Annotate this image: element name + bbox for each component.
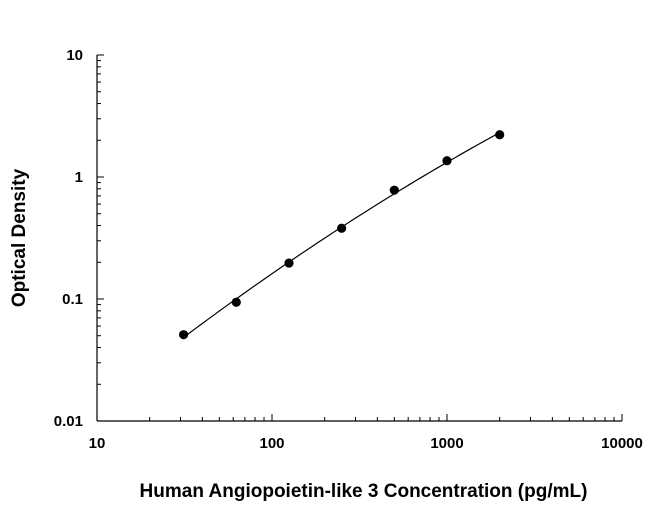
- data-point: [389, 185, 399, 195]
- axes: [96, 55, 622, 422]
- x-tick-label: 10: [89, 435, 106, 452]
- y-tick-label: 0.1: [62, 291, 83, 308]
- data-point: [442, 156, 452, 166]
- data-point: [284, 258, 294, 268]
- y-axis-title: Optical Density: [9, 168, 30, 307]
- data-point: [337, 223, 347, 233]
- y-tick-label: 10: [66, 47, 83, 64]
- x-axis-title: Human Angiopoietin-like 3 Concentration …: [140, 481, 588, 502]
- y-tick-label: 1: [75, 169, 83, 186]
- data-point: [231, 297, 241, 307]
- y-tick-label: 0.01: [54, 413, 83, 430]
- fit-curve: [183, 132, 500, 338]
- x-tick-label: 10000: [601, 435, 643, 452]
- data-point: [495, 130, 505, 140]
- tick-labels: 10 100 1000 10000 0.01 0.1 1 10: [54, 47, 643, 452]
- data-points: [178, 130, 505, 340]
- data-point: [178, 330, 189, 340]
- axis-ticks: [96, 54, 623, 422]
- x-tick-label: 1000: [430, 435, 463, 452]
- x-tick-label: 100: [259, 435, 284, 452]
